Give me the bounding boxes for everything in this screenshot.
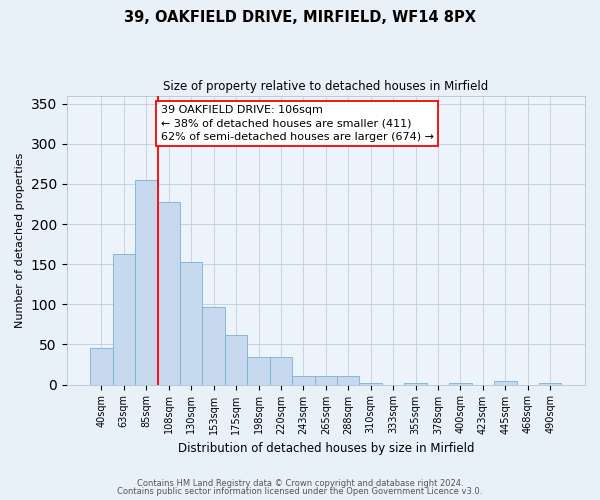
Bar <box>247 358 270 384</box>
X-axis label: Distribution of detached houses by size in Mirfield: Distribution of detached houses by size … <box>178 442 474 455</box>
Bar <box>202 308 225 384</box>
Bar <box>90 348 113 384</box>
Text: Contains public sector information licensed under the Open Government Licence v3: Contains public sector information licen… <box>118 487 482 496</box>
Bar <box>113 254 135 384</box>
Title: Size of property relative to detached houses in Mirfield: Size of property relative to detached ho… <box>163 80 488 93</box>
Y-axis label: Number of detached properties: Number of detached properties <box>15 152 25 328</box>
Bar <box>449 383 472 384</box>
Bar <box>314 376 337 384</box>
Text: Contains HM Land Registry data © Crown copyright and database right 2024.: Contains HM Land Registry data © Crown c… <box>137 478 463 488</box>
Bar <box>135 180 158 384</box>
Bar <box>270 358 292 384</box>
Bar <box>539 383 562 384</box>
Bar <box>359 383 382 384</box>
Bar <box>404 383 427 384</box>
Bar <box>292 376 314 384</box>
Bar <box>158 202 180 384</box>
Bar <box>180 262 202 384</box>
Text: 39 OAKFIELD DRIVE: 106sqm
← 38% of detached houses are smaller (411)
62% of semi: 39 OAKFIELD DRIVE: 106sqm ← 38% of detac… <box>161 105 434 142</box>
Text: 39, OAKFIELD DRIVE, MIRFIELD, WF14 8PX: 39, OAKFIELD DRIVE, MIRFIELD, WF14 8PX <box>124 10 476 25</box>
Bar <box>337 376 359 384</box>
Bar <box>494 380 517 384</box>
Bar <box>225 335 247 384</box>
